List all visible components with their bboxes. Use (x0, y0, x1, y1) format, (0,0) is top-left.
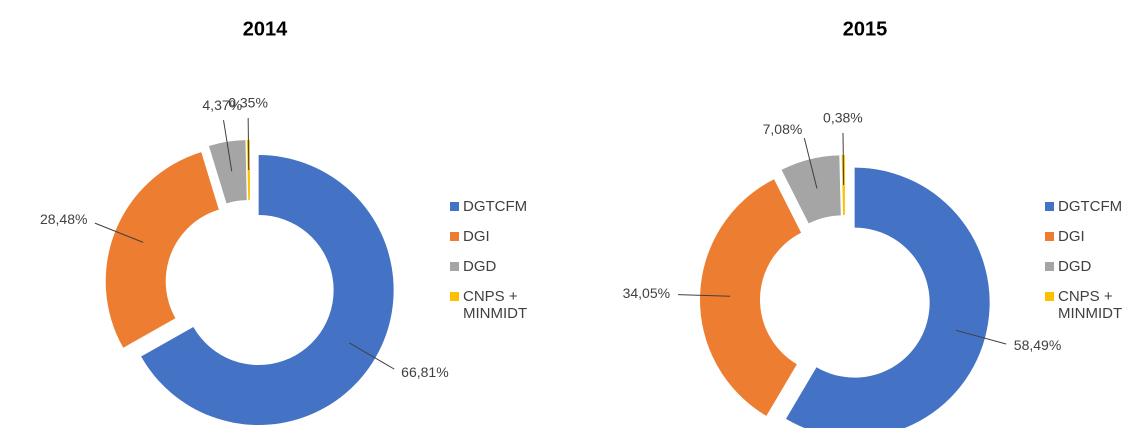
legend-item: DGI (1045, 228, 1127, 245)
legend-label: CNPS + MINMIDT (1058, 288, 1123, 322)
legend-swatch (450, 202, 459, 211)
legend-swatch (450, 292, 459, 301)
legend-item: CNPS + MINMIDT (450, 288, 540, 322)
legend-item: DGD (1045, 258, 1127, 275)
leader-line (955, 329, 1007, 345)
legend-label: DGD (463, 258, 497, 275)
leader-line (247, 118, 250, 171)
leader-line (678, 294, 731, 297)
legend-item: DGD (450, 258, 540, 275)
donut-slice (785, 167, 990, 428)
legend-item: DGTCFM (450, 198, 540, 215)
data-label: 58,49% (1014, 337, 1061, 353)
legend-swatch (1045, 292, 1054, 301)
legend-item: CNPS + MINMIDT (1045, 288, 1127, 322)
legend-swatch (1045, 262, 1054, 271)
legend: DGTCFM DGI DGD CNPS + MINMIDT (450, 198, 540, 335)
legend-item: DGI (450, 228, 540, 245)
legend-label: DGI (1058, 228, 1085, 245)
leader-line (223, 120, 233, 172)
legend: DGTCFM DGI DGD CNPS + MINMIDT (1045, 198, 1127, 335)
donut-slice (781, 155, 841, 224)
legend-label: DGTCFM (463, 198, 528, 215)
legend-label: DGTCFM (1058, 198, 1123, 215)
chart-title: 2015 (843, 18, 888, 40)
legend-label: DGD (1058, 258, 1092, 275)
data-label: 7,08% (763, 121, 803, 137)
leader-line (94, 222, 144, 243)
legend-swatch (450, 262, 459, 271)
chart-title: 2014 (243, 18, 288, 40)
leader-line (349, 342, 395, 370)
legend-swatch (1045, 232, 1054, 241)
donut-slice (700, 179, 802, 416)
leader-line (803, 137, 818, 189)
data-label: 4,37% (202, 97, 242, 113)
data-label: 28,48% (40, 211, 87, 227)
legend-item: DGTCFM (1045, 198, 1127, 215)
legend-swatch (450, 232, 459, 241)
data-label: 66,81% (401, 364, 448, 380)
leader-line (842, 133, 845, 186)
donut-slice (105, 152, 219, 348)
legend-label: DGI (463, 228, 490, 245)
legend-label: CNPS + MINMIDT (463, 288, 528, 322)
donut-slice (208, 140, 247, 204)
legend-swatch (1045, 202, 1054, 211)
data-label: 0,35% (228, 95, 268, 111)
data-label: 34,05% (623, 285, 670, 301)
data-label: 0,38% (823, 110, 863, 126)
donut-slice (141, 155, 394, 426)
